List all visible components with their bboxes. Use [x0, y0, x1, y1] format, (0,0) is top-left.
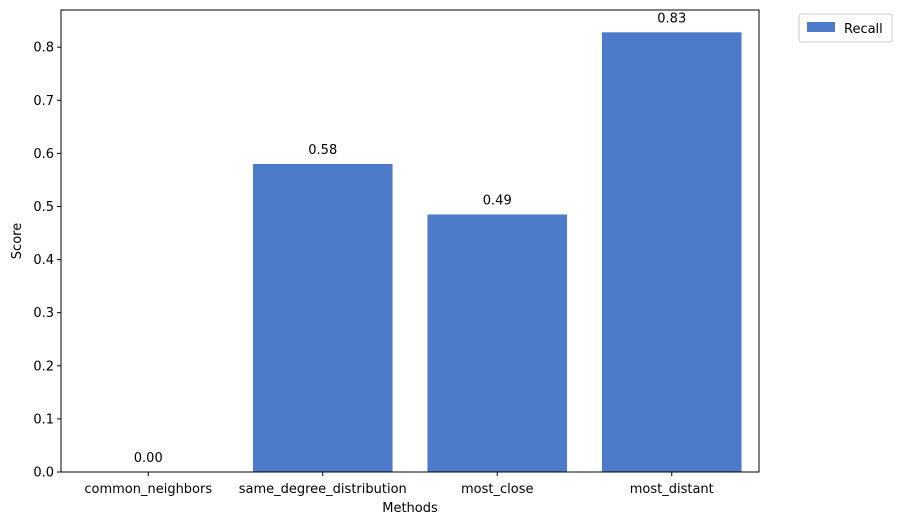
legend: Recall — [798, 13, 893, 43]
y-axis: 0.0 0.1 0.2 0.3 0.4 0.5 0.6 0.7 0.8 — [33, 41, 61, 481]
bar-most_distant — [601, 32, 742, 473]
y-tick-label: 0.3 — [33, 306, 54, 321]
bar-most_close — [427, 214, 568, 472]
data-label-same_degree_distribution: 0.58 — [308, 143, 337, 158]
x-axis: common_neighbors same_degree_distribution… — [84, 472, 714, 497]
x-tick-label: most_close — [461, 482, 533, 497]
y-tick-label: 0.5 — [33, 200, 54, 215]
y-tick-label: 0.8 — [33, 41, 54, 56]
x-tick-label: same_degree_distribution — [239, 482, 407, 497]
plot-frame — [60, 9, 760, 473]
y-tick-label: 0.4 — [33, 253, 54, 268]
x-tick-label: most_distant — [630, 482, 714, 497]
data-label-most_distant: 0.83 — [657, 11, 686, 26]
y-axis-label: Score — [10, 223, 25, 259]
y-tick-label: 0.7 — [33, 94, 54, 109]
bars-layer: 0.00 0.58 0.49 0.83 — [134, 11, 742, 473]
y-tick-label: 0.2 — [33, 359, 54, 374]
data-label-common_neighbors: 0.00 — [134, 451, 163, 466]
x-tick-label: common_neighbors — [84, 482, 212, 497]
bar-same_degree_distribution — [252, 164, 393, 472]
data-label-most_close: 0.49 — [483, 193, 512, 208]
legend-box — [798, 13, 893, 43]
legend-swatch-recall — [807, 22, 835, 32]
legend-label-recall: Recall — [844, 22, 883, 37]
x-axis-label: Methods — [382, 501, 438, 516]
y-tick-label: 0.0 — [33, 466, 54, 481]
y-tick-label: 0.6 — [33, 147, 54, 162]
y-tick-label: 0.1 — [33, 412, 54, 427]
